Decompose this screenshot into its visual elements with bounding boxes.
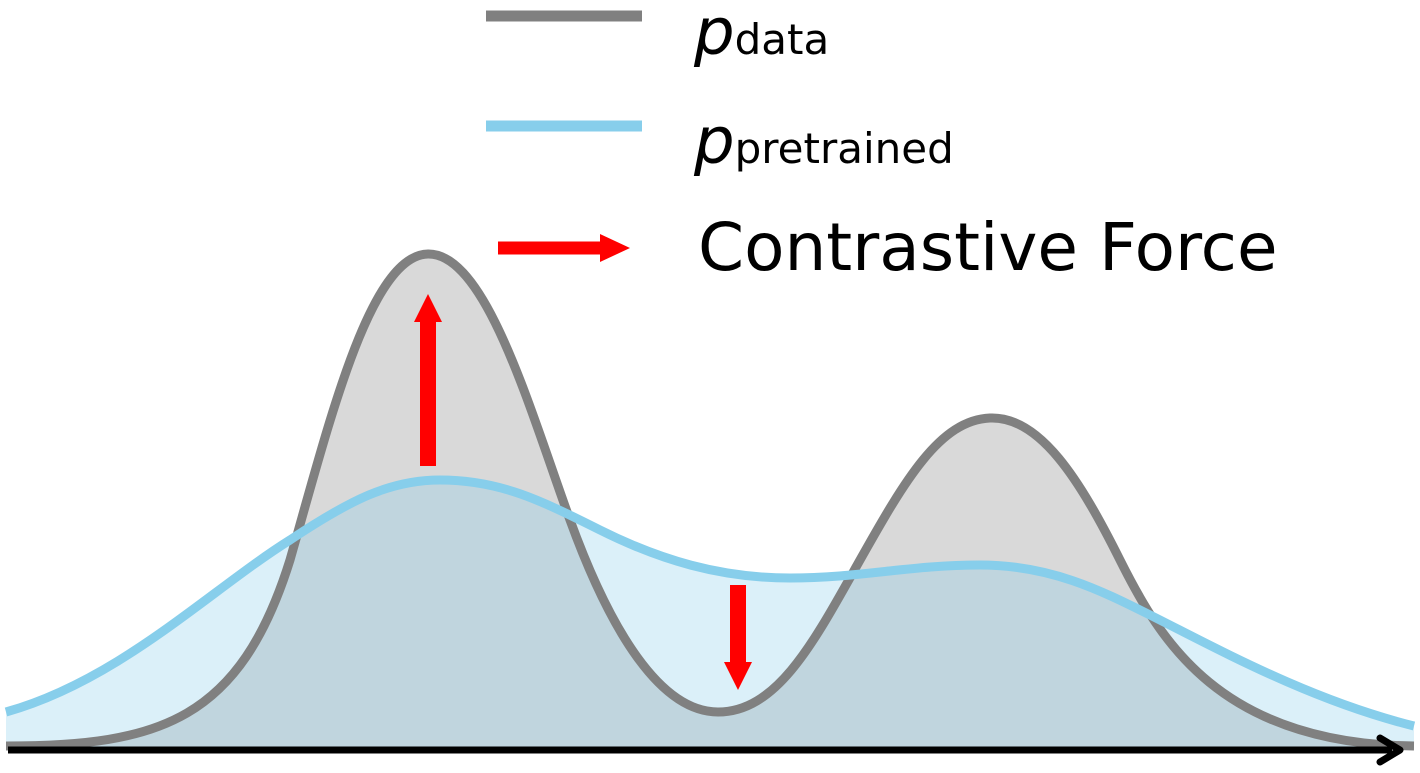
force-arrow-down bbox=[724, 585, 752, 690]
data-density-curve bbox=[5, 249, 1415, 751]
x-axis-arrowhead bbox=[1376, 734, 1404, 766]
legend-data-label: pdata bbox=[693, 0, 829, 70]
data-density-fill bbox=[6, 253, 1414, 748]
legend-force-swatch bbox=[498, 234, 630, 262]
pretrained-density-fill bbox=[6, 480, 1414, 748]
legend-pretrained-label: ppretrained bbox=[693, 105, 954, 179]
legend-force-label: Contrastive Force bbox=[698, 209, 1278, 286]
pretrained-density-curve bbox=[4, 475, 1416, 731]
force-arrow-up bbox=[414, 294, 442, 466]
legend: pdata ppretrained Contrastive Force bbox=[486, 0, 1278, 286]
